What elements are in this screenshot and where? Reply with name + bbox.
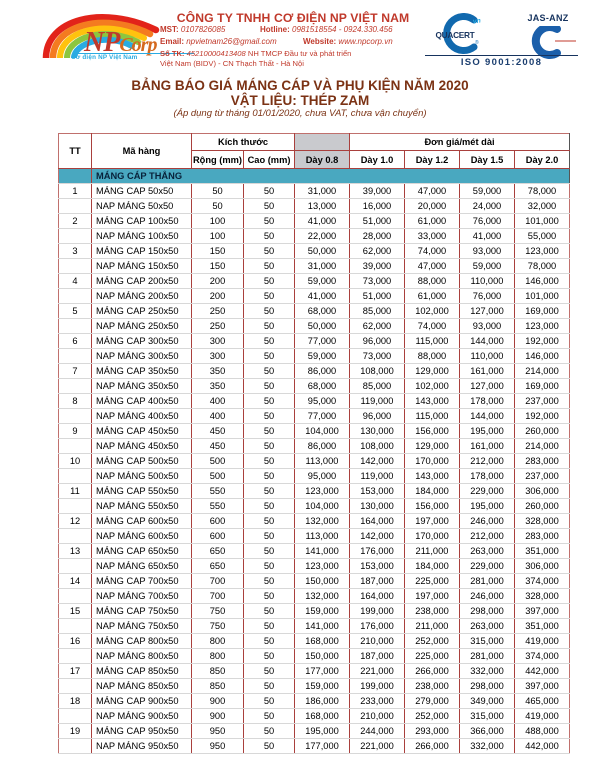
svg-text:vn: vn [472,17,481,25]
